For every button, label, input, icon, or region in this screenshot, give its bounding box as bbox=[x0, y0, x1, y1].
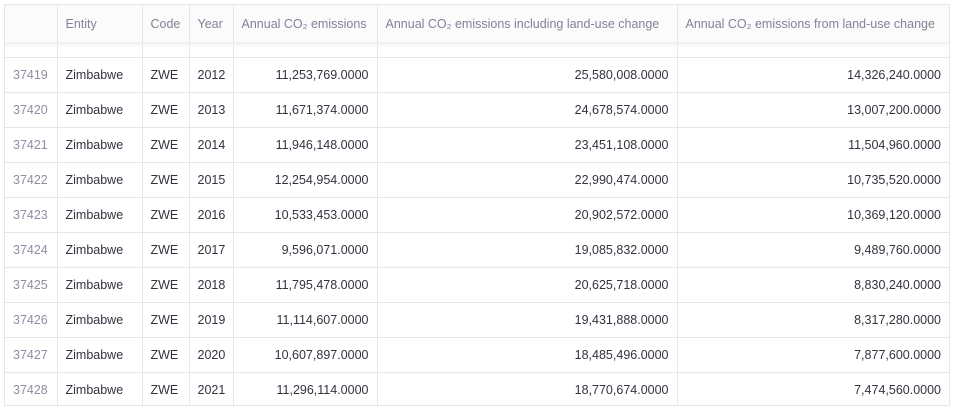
column-header-year[interactable]: Year bbox=[189, 5, 234, 44]
cell-year[interactable]: 2015 bbox=[189, 162, 234, 198]
cell-index[interactable]: 37425 bbox=[5, 267, 58, 303]
cell-index[interactable]: 37423 bbox=[5, 197, 58, 233]
cell-code[interactable]: ZWE bbox=[142, 372, 190, 405]
cell-entity[interactable]: Zimbabwe bbox=[57, 302, 143, 338]
table-row[interactable]: 37427 Zimbabwe ZWE 2020 10,607,897.0000 18,48… bbox=[5, 337, 949, 373]
cell-co2-including-luc[interactable]: 22,990,474.0000 bbox=[377, 162, 678, 198]
cell-index[interactable]: 37422 bbox=[5, 162, 58, 198]
cell-co2-from-luc[interactable]: 10,369,120.0000 bbox=[677, 197, 949, 233]
cell-entity[interactable]: Zimbabwe bbox=[57, 92, 143, 128]
table: Entity Code Year Annual CO₂ emissions An… bbox=[5, 5, 949, 405]
cell-entity[interactable]: Zimbabwe bbox=[57, 127, 143, 163]
cell-year[interactable]: 2017 bbox=[189, 232, 234, 268]
cell-co2-including-luc[interactable]: 23,451,108.0000 bbox=[377, 127, 678, 163]
cell-entity[interactable]: Zimbabwe bbox=[57, 197, 143, 233]
cell-code[interactable]: ZWE bbox=[142, 92, 190, 128]
cell-annual-co2[interactable]: 10,533,453.0000 bbox=[233, 197, 378, 233]
cell-year[interactable]: 2013 bbox=[189, 92, 234, 128]
cell-co2-including-luc[interactable]: 25,580,008.0000 bbox=[377, 57, 678, 93]
column-header-code[interactable]: Code bbox=[142, 5, 190, 44]
cell-code[interactable]: ZWE bbox=[142, 337, 190, 373]
table-row[interactable]: 37422 Zimbabwe ZWE 2015 12,254,954.0000 22,99… bbox=[5, 162, 949, 198]
cell-co2-including-luc[interactable]: 19,085,832.0000 bbox=[377, 232, 678, 268]
partial-row bbox=[5, 43, 949, 58]
cell-co2-from-luc[interactable]: 7,877,600.0000 bbox=[677, 337, 949, 373]
cell-year[interactable]: 2021 bbox=[189, 372, 234, 405]
cell-annual-co2[interactable]: 11,296,114.0000 bbox=[233, 372, 378, 405]
cell-annual-co2[interactable]: 11,671,374.0000 bbox=[233, 92, 378, 128]
cell-index[interactable]: 37427 bbox=[5, 337, 58, 373]
column-header-entity[interactable]: Entity bbox=[57, 5, 143, 44]
cell-year[interactable]: 2014 bbox=[189, 127, 234, 163]
cell-annual-co2[interactable]: 11,795,478.0000 bbox=[233, 267, 378, 303]
cell-annual-co2[interactable]: 10,607,897.0000 bbox=[233, 337, 378, 373]
cell-co2-from-luc[interactable]: 7,474,560.0000 bbox=[677, 372, 949, 405]
column-header-co2-from-luc[interactable]: Annual CO₂ emissions from land-use chang… bbox=[677, 5, 949, 44]
cell-code[interactable]: ZWE bbox=[142, 267, 190, 303]
cell-co2-including-luc[interactable]: 18,770,674.0000 bbox=[377, 372, 678, 405]
cell-index[interactable]: 37428 bbox=[5, 372, 58, 405]
cell-entity[interactable]: Zimbabwe bbox=[57, 57, 143, 93]
cell-year[interactable]: 2016 bbox=[189, 197, 234, 233]
cell-annual-co2[interactable]: 9,596,071.0000 bbox=[233, 232, 378, 268]
table-row[interactable]: 37425 Zimbabwe ZWE 2018 11,795,478.0000 20,62… bbox=[5, 267, 949, 303]
cell-co2-from-luc[interactable]: 8,317,280.0000 bbox=[677, 302, 949, 338]
cell-annual-co2[interactable]: 12,254,954.0000 bbox=[233, 162, 378, 198]
cell-annual-co2[interactable]: 11,253,769.0000 bbox=[233, 57, 378, 93]
table-row[interactable]: 37420 Zimbabwe ZWE 2013 11,671,374.0000 24,67… bbox=[5, 92, 949, 128]
cell-entity[interactable]: Zimbabwe bbox=[57, 232, 143, 268]
cell-entity[interactable]: Zimbabwe bbox=[57, 267, 143, 303]
cell-code[interactable]: ZWE bbox=[142, 57, 190, 93]
cell-year[interactable]: 2012 bbox=[189, 57, 234, 93]
cell-entity[interactable]: Zimbabwe bbox=[57, 162, 143, 198]
cell-code[interactable]: ZWE bbox=[142, 127, 190, 163]
data-table[interactable]: Entity Code Year Annual CO₂ emissions An… bbox=[4, 4, 950, 406]
cell-co2-including-luc[interactable]: 24,678,574.0000 bbox=[377, 92, 678, 128]
cell-co2-from-luc[interactable]: 8,830,240.0000 bbox=[677, 267, 949, 303]
partial-cell bbox=[377, 43, 678, 58]
cell-co2-including-luc[interactable]: 18,485,496.0000 bbox=[377, 337, 678, 373]
cell-code[interactable]: ZWE bbox=[142, 302, 190, 338]
cell-year[interactable]: 2018 bbox=[189, 267, 234, 303]
partial-cell bbox=[677, 43, 949, 58]
cell-co2-including-luc[interactable]: 19,431,888.0000 bbox=[377, 302, 678, 338]
column-header-index[interactable] bbox=[5, 5, 58, 44]
table-row[interactable]: 37423 Zimbabwe ZWE 2016 10,533,453.0000 20,90… bbox=[5, 197, 949, 233]
cell-co2-including-luc[interactable]: 20,625,718.0000 bbox=[377, 267, 678, 303]
cell-index[interactable]: 37426 bbox=[5, 302, 58, 338]
cell-co2-from-luc[interactable]: 14,326,240.0000 bbox=[677, 57, 949, 93]
table-row[interactable]: 37428 Zimbabwe ZWE 2021 11,296,114.0000 18,77… bbox=[5, 372, 949, 405]
partial-cell bbox=[189, 43, 234, 58]
column-header-co2-including-luc[interactable]: Annual CO₂ emissions including land-use … bbox=[377, 5, 678, 44]
cell-index[interactable]: 37419 bbox=[5, 57, 58, 93]
table-row[interactable]: 37424 Zimbabwe ZWE 2017 9,596,071.0000 19,085… bbox=[5, 232, 949, 268]
header-row: Entity Code Year Annual CO₂ emissions An… bbox=[5, 5, 949, 44]
cell-annual-co2[interactable]: 11,114,607.0000 bbox=[233, 302, 378, 338]
partial-cell bbox=[5, 43, 58, 58]
cell-index[interactable]: 37420 bbox=[5, 92, 58, 128]
cell-index[interactable]: 37421 bbox=[5, 127, 58, 163]
cell-code[interactable]: ZWE bbox=[142, 162, 190, 198]
cell-code[interactable]: ZWE bbox=[142, 232, 190, 268]
cell-code[interactable]: ZWE bbox=[142, 197, 190, 233]
cell-index[interactable]: 37424 bbox=[5, 232, 58, 268]
cell-co2-from-luc[interactable]: 11,504,960.0000 bbox=[677, 127, 949, 163]
cell-co2-including-luc[interactable]: 20,902,572.0000 bbox=[377, 197, 678, 233]
partial-cell bbox=[233, 43, 378, 58]
table-row[interactable]: 37419 Zimbabwe ZWE 2012 11,253,769.0000 25,58… bbox=[5, 57, 949, 93]
table-row[interactable]: 37426 Zimbabwe ZWE 2019 11,114,607.0000 19,43… bbox=[5, 302, 949, 338]
cell-entity[interactable]: Zimbabwe bbox=[57, 372, 143, 405]
cell-co2-from-luc[interactable]: 10,735,520.0000 bbox=[677, 162, 949, 198]
cell-entity[interactable]: Zimbabwe bbox=[57, 337, 143, 373]
partial-cell bbox=[142, 43, 190, 58]
table-row[interactable]: 37421 Zimbabwe ZWE 2014 11,946,148.0000 23,45… bbox=[5, 127, 949, 163]
cell-annual-co2[interactable]: 11,946,148.0000 bbox=[233, 127, 378, 163]
cell-year[interactable]: 2019 bbox=[189, 302, 234, 338]
partial-cell bbox=[57, 43, 143, 58]
cell-year[interactable]: 2020 bbox=[189, 337, 234, 373]
cell-co2-from-luc[interactable]: 9,489,760.0000 bbox=[677, 232, 949, 268]
column-header-annual-co2[interactable]: Annual CO₂ emissions bbox=[233, 5, 378, 44]
cell-co2-from-luc[interactable]: 13,007,200.0000 bbox=[677, 92, 949, 128]
